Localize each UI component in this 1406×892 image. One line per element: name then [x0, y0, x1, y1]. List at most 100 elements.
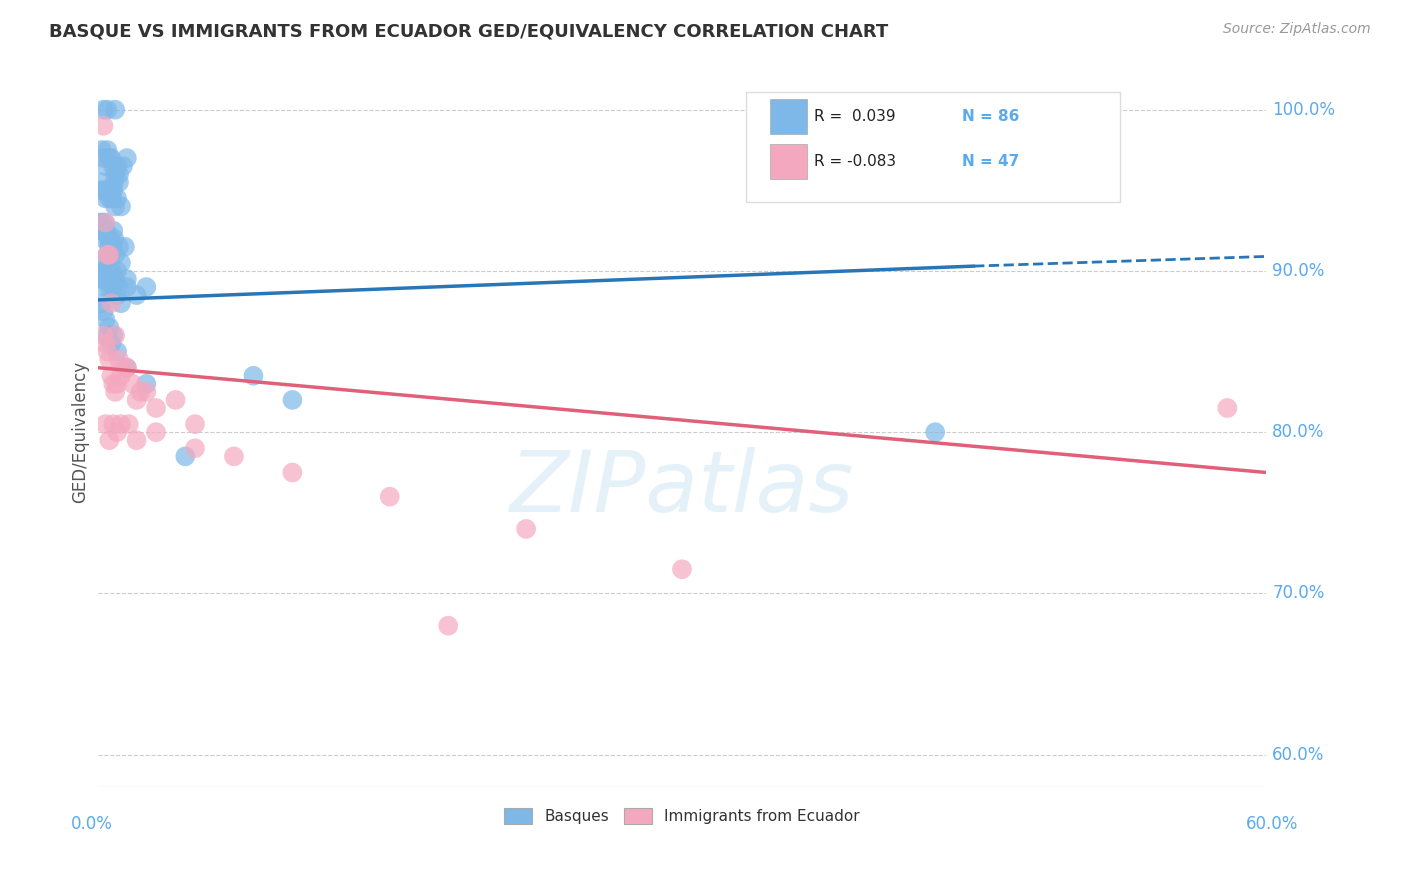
- Point: [101, 240, 124, 254]
- Point: [671, 562, 693, 576]
- Point: [1216, 401, 1239, 415]
- FancyBboxPatch shape: [769, 99, 807, 134]
- Point: [135, 376, 157, 391]
- Point: [924, 425, 946, 440]
- Point: [111, 159, 134, 173]
- Point: [165, 392, 187, 407]
- Point: [108, 280, 131, 294]
- Point: [94, 312, 117, 326]
- Point: [96, 103, 118, 117]
- Point: [242, 368, 264, 383]
- Point: [125, 288, 148, 302]
- Point: [93, 183, 115, 197]
- Point: [135, 280, 157, 294]
- Point: [93, 216, 115, 230]
- Point: [108, 175, 131, 189]
- Point: [115, 151, 138, 165]
- Point: [135, 384, 157, 399]
- Point: [93, 103, 115, 117]
- Point: [104, 384, 127, 399]
- Point: [103, 328, 125, 343]
- Point: [104, 103, 127, 117]
- Point: [90, 183, 112, 197]
- Point: [105, 264, 128, 278]
- Point: [174, 450, 197, 464]
- Point: [105, 288, 128, 302]
- Point: [118, 417, 141, 431]
- Point: [98, 320, 121, 334]
- Point: [100, 151, 122, 165]
- Point: [103, 376, 125, 391]
- Point: [100, 248, 122, 262]
- Point: [98, 280, 121, 294]
- Text: N = 86: N = 86: [963, 109, 1019, 124]
- Point: [93, 232, 115, 246]
- Point: [110, 256, 132, 270]
- Point: [103, 159, 125, 173]
- Text: 60.0%: 60.0%: [1246, 815, 1298, 833]
- Text: 60.0%: 60.0%: [1272, 746, 1324, 764]
- Point: [93, 328, 115, 343]
- Text: Source: ZipAtlas.com: Source: ZipAtlas.com: [1223, 22, 1371, 37]
- Point: [94, 280, 117, 294]
- Point: [96, 344, 118, 359]
- Point: [98, 232, 121, 246]
- Point: [97, 232, 120, 246]
- Text: R =  0.039: R = 0.039: [814, 109, 896, 124]
- Point: [100, 264, 122, 278]
- Point: [103, 280, 125, 294]
- FancyBboxPatch shape: [769, 144, 807, 178]
- Point: [94, 224, 117, 238]
- Point: [101, 191, 124, 205]
- Point: [90, 216, 112, 230]
- Point: [94, 216, 117, 230]
- Point: [98, 191, 121, 205]
- Point: [93, 119, 115, 133]
- Point: [105, 191, 128, 205]
- Point: [94, 417, 117, 431]
- Point: [98, 248, 121, 262]
- Point: [110, 199, 132, 213]
- Point: [96, 224, 118, 238]
- Y-axis label: GED/Equivalency: GED/Equivalency: [72, 361, 90, 503]
- Point: [515, 522, 537, 536]
- Point: [91, 216, 114, 230]
- Point: [96, 143, 118, 157]
- Point: [222, 450, 245, 464]
- Point: [100, 336, 122, 351]
- Text: 0.0%: 0.0%: [70, 815, 112, 833]
- FancyBboxPatch shape: [747, 92, 1121, 202]
- Point: [90, 264, 112, 278]
- Point: [103, 417, 125, 431]
- Point: [378, 490, 401, 504]
- Point: [105, 376, 128, 391]
- Point: [94, 336, 117, 351]
- Point: [104, 328, 127, 343]
- Point: [96, 328, 118, 343]
- Text: BASQUE VS IMMIGRANTS FROM ECUADOR GED/EQUIVALENCY CORRELATION CHART: BASQUE VS IMMIGRANTS FROM ECUADOR GED/EQ…: [49, 22, 889, 40]
- Text: 100.0%: 100.0%: [1272, 101, 1336, 119]
- Point: [115, 360, 138, 375]
- Point: [98, 151, 121, 165]
- Point: [96, 272, 118, 286]
- Point: [103, 232, 125, 246]
- Point: [437, 618, 460, 632]
- Point: [125, 392, 148, 407]
- Point: [104, 248, 127, 262]
- Point: [103, 224, 125, 238]
- Text: 70.0%: 70.0%: [1272, 584, 1324, 602]
- Point: [98, 352, 121, 367]
- Point: [91, 264, 114, 278]
- Point: [184, 417, 207, 431]
- Text: 80.0%: 80.0%: [1272, 423, 1324, 442]
- Point: [93, 151, 115, 165]
- Point: [121, 376, 143, 391]
- Point: [94, 159, 117, 173]
- Point: [110, 368, 132, 383]
- Point: [105, 344, 128, 359]
- Point: [90, 272, 112, 286]
- Point: [108, 167, 131, 181]
- Point: [100, 183, 122, 197]
- Point: [281, 466, 304, 480]
- Point: [104, 199, 127, 213]
